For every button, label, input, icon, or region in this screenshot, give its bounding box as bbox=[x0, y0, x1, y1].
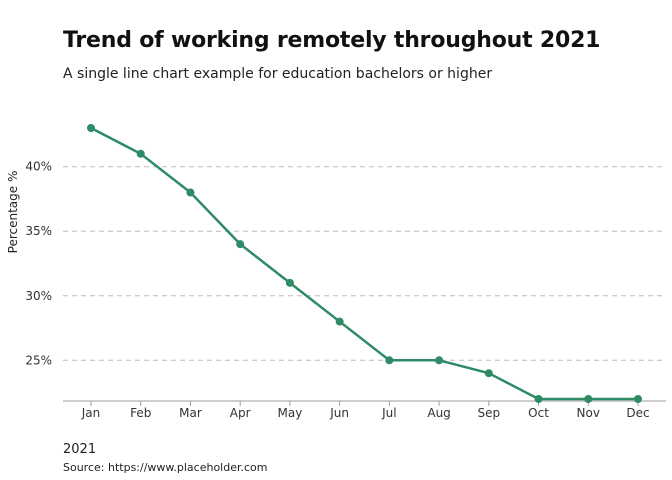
x-tick-label: Jul bbox=[381, 406, 396, 420]
data-point bbox=[186, 188, 195, 197]
y-tick-label: 40% bbox=[25, 160, 52, 174]
data-point bbox=[236, 240, 245, 249]
chart-subtitle: A single line chart example for educatio… bbox=[63, 66, 493, 82]
chart-title: Trend of working remotely throughout 202… bbox=[63, 28, 601, 53]
x-tick-label: Oct bbox=[528, 406, 549, 420]
data-point bbox=[335, 317, 344, 326]
data-point bbox=[584, 395, 593, 403]
data-point bbox=[136, 149, 145, 158]
data-point bbox=[435, 356, 444, 365]
data-point bbox=[385, 356, 394, 365]
data-point bbox=[634, 395, 642, 403]
x-tick-label: Dec bbox=[626, 406, 649, 420]
data-point bbox=[87, 124, 95, 132]
x-tick-label: May bbox=[278, 406, 303, 420]
x-tick-label: Sep bbox=[478, 406, 501, 420]
x-tick-label: Jan bbox=[81, 406, 101, 420]
x-axis-label: 2021 bbox=[63, 442, 97, 457]
y-tick-label: 30% bbox=[25, 289, 52, 303]
y-tick-label: 25% bbox=[25, 353, 52, 367]
x-tick-label: Mar bbox=[179, 406, 202, 420]
source-note: Source: https://www.placeholder.com bbox=[63, 461, 268, 474]
x-tick-label: Feb bbox=[130, 406, 151, 420]
data-point bbox=[534, 395, 543, 403]
series-line bbox=[90, 126, 638, 401]
data-point bbox=[484, 369, 493, 378]
data-point bbox=[285, 278, 294, 287]
x-tick-label: Apr bbox=[230, 406, 251, 420]
x-tick-label: Nov bbox=[577, 406, 600, 420]
x-tick-label: Aug bbox=[427, 406, 450, 420]
y-tick-label: 35% bbox=[25, 224, 52, 238]
x-tick-label: Jun bbox=[329, 406, 349, 420]
